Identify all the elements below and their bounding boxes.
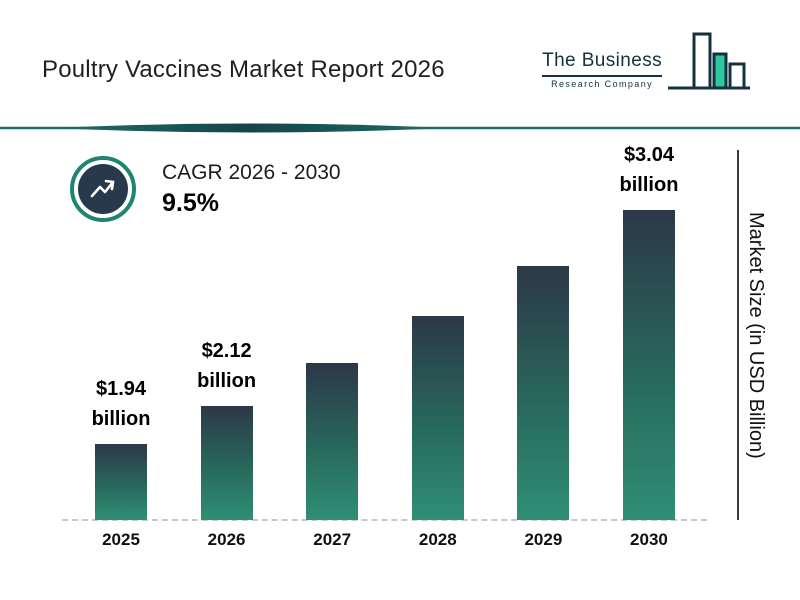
cagr-block: CAGR 2026 - 2030 9.5%	[70, 156, 341, 222]
cagr-text: CAGR 2026 - 2030 9.5%	[162, 161, 341, 218]
bar-2030	[622, 210, 675, 520]
bar-column-2027	[306, 363, 359, 520]
bar-column-2025: $1.94 billion	[92, 374, 150, 520]
bar-2027	[306, 363, 359, 520]
x-axis-label-2030: 2030	[630, 530, 668, 549]
logo-subtitle: Research Company	[551, 79, 653, 89]
bar-column-2029	[517, 266, 570, 520]
cagr-label: CAGR 2026 - 2030	[162, 160, 341, 184]
bar-column-2026: $2.12 billion	[197, 336, 256, 520]
bar-value-label-2025: $1.94 billion	[91, 378, 151, 430]
trend-up-icon-inner	[78, 164, 128, 214]
bar-value-label-2030: $3.04 billion	[619, 144, 679, 196]
bar-2026	[200, 406, 253, 520]
bar-column-2030: $3.04 billion	[620, 140, 678, 520]
y-axis-line: Market Size (in USD Billion)	[737, 150, 767, 520]
logo-name: The Business	[542, 50, 662, 77]
trend-up-icon	[70, 156, 136, 222]
logo-bars-icon	[668, 32, 750, 90]
chart-baseline	[62, 519, 707, 521]
x-axis-label-2029: 2029	[524, 530, 563, 549]
x-axis-label-2025: 2025	[102, 530, 140, 549]
x-axis-label-2027: 2027	[313, 530, 352, 549]
y-axis-label: Market Size (in USD Billion)	[745, 211, 767, 459]
x-axis-labels: 2025 2026 2027 2028 2029 2030	[95, 530, 675, 550]
decorative-divider	[0, 123, 800, 133]
x-axis-label-2026: 2026	[207, 530, 246, 549]
bar-2029	[517, 266, 570, 520]
bar-value-label-2026: $2.12 billion	[197, 340, 257, 392]
bar-column-2028	[411, 316, 464, 520]
cagr-value: 9.5%	[162, 188, 219, 217]
x-axis-label-2028: 2028	[418, 530, 457, 549]
logo-text: The Business Research Company	[542, 50, 662, 89]
page-title: Poultry Vaccines Market Report 2026	[42, 56, 445, 84]
bar-2025	[95, 444, 147, 520]
bar-2028	[411, 316, 464, 520]
bar-chart: $1.94 billion $2.12 billion $3.04 billion	[92, 130, 678, 520]
logo: The Business Research Company	[542, 26, 752, 102]
